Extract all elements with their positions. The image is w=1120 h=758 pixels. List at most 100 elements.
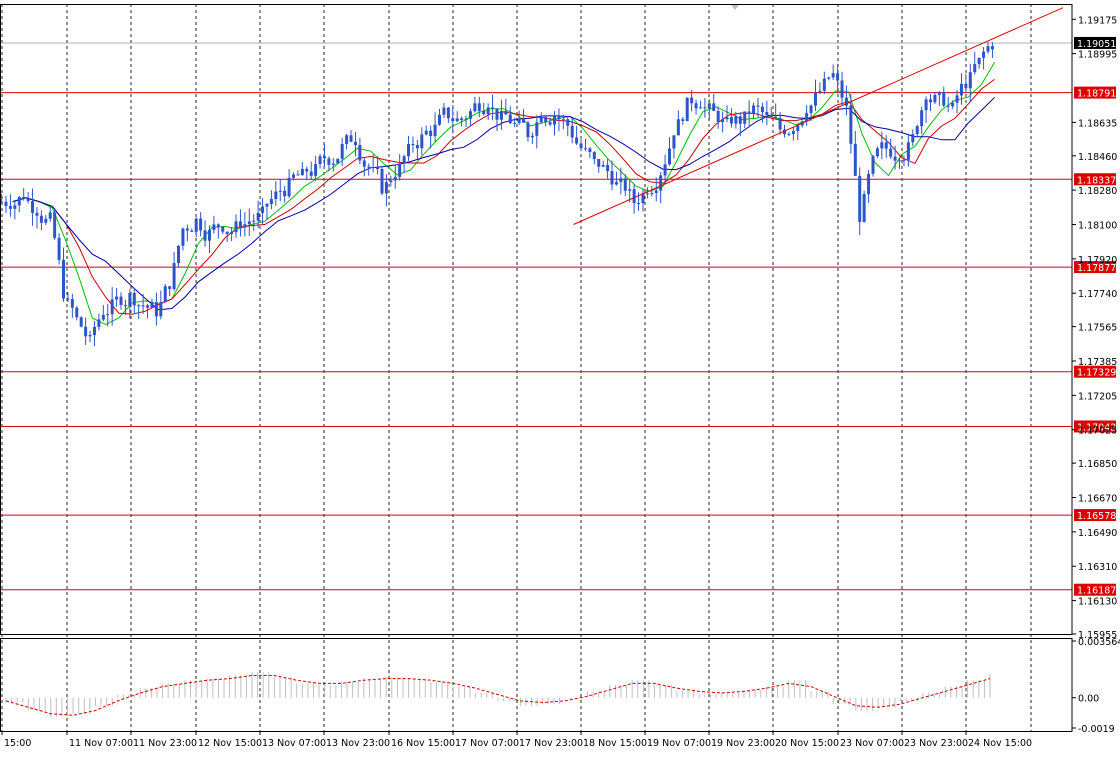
time-tick-label: 19 Nov 23:00 <box>711 738 775 749</box>
candle-body <box>53 212 57 238</box>
level-price-tag <box>1074 173 1116 186</box>
candle-body <box>601 165 605 167</box>
candle-body <box>924 99 928 111</box>
candle-body <box>769 115 773 117</box>
candle-body <box>274 191 278 199</box>
candle-body <box>831 73 835 78</box>
candle-body <box>968 72 972 89</box>
candle-body <box>13 205 17 209</box>
candle-body <box>367 166 371 168</box>
candle-body <box>951 102 955 107</box>
candle-body <box>353 141 357 145</box>
candle-body <box>79 317 83 327</box>
candle-body <box>760 106 764 113</box>
candle-body <box>17 196 21 206</box>
price-axis[interactable]: 1.18791 1.18337 1.17877 1.17329 1.17042 1.165… <box>1072 15 1120 735</box>
candle-body <box>460 118 464 121</box>
candle-body <box>637 203 641 205</box>
candle-body <box>48 212 52 219</box>
candle-body <box>937 92 941 95</box>
level-price-label: 1.17329 <box>1077 368 1116 379</box>
candle-body <box>296 174 300 176</box>
candle-body <box>721 119 725 123</box>
candle-body <box>168 286 172 289</box>
candle-body <box>862 194 866 222</box>
candle-body <box>163 286 167 303</box>
indicator-signal-line <box>5 675 991 716</box>
candle-body <box>8 206 12 209</box>
candle-body <box>393 176 397 181</box>
candle-body <box>468 111 472 119</box>
price-tick-label: 1.16490 <box>1078 528 1117 539</box>
candle-body <box>203 230 207 241</box>
candle-body <box>809 105 813 114</box>
candle-body <box>75 307 79 318</box>
price-tick-label: 1.18460 <box>1078 152 1117 163</box>
time-axis[interactable]: 15:00 11 Nov 07:00 11 Nov 23:00 12 Nov 15:0… <box>0 731 1072 749</box>
candle-body <box>827 77 831 79</box>
candle-body <box>110 299 114 315</box>
candle-body <box>703 107 707 109</box>
candle-body <box>331 163 335 165</box>
price-tick-label: 1.17740 <box>1078 289 1117 300</box>
candle-body <box>212 224 216 230</box>
candle-body <box>911 134 915 143</box>
ma-mid-line <box>12 78 995 315</box>
candle-body <box>557 115 561 120</box>
trendline-layer[interactable] <box>573 7 1064 225</box>
candle-body <box>539 117 543 123</box>
ma-fast-line <box>12 61 996 325</box>
indicator-subwindow <box>5 672 991 717</box>
candle-body <box>668 148 672 165</box>
indicator-tick-label: 0.003564 <box>1078 637 1120 648</box>
candle-body <box>849 105 853 144</box>
candle-body <box>982 51 986 58</box>
ma-slow-line <box>12 96 995 311</box>
candle-body <box>88 335 92 337</box>
candle-body <box>185 228 189 231</box>
time-tick-label: 13 Nov 07:00 <box>262 738 326 749</box>
candle-body <box>805 113 809 122</box>
candle-body <box>221 226 225 232</box>
candle-body <box>415 145 419 149</box>
horizontal-levels <box>0 42 1072 591</box>
time-tick-label: 13 Nov 23:00 <box>326 738 390 749</box>
candle-body <box>610 171 614 185</box>
candle-body <box>322 156 326 159</box>
price-tick-label: 1.18100 <box>1078 221 1117 232</box>
candle-body <box>548 122 552 125</box>
candle-body <box>986 46 990 52</box>
main-window-frame <box>0 4 1073 635</box>
candle-body <box>712 103 716 111</box>
candle-body <box>35 212 39 216</box>
candle-body <box>641 193 645 204</box>
candle-body <box>698 107 702 109</box>
candle-body <box>4 201 8 207</box>
candle-body <box>628 189 632 191</box>
price-tick-label: 1.17205 <box>1078 391 1117 402</box>
candle-body <box>256 212 260 221</box>
candle-body <box>623 178 627 191</box>
time-tick-label: 17 Nov 23:00 <box>519 738 583 749</box>
candle-body <box>66 298 70 300</box>
indicator-window-frame <box>0 638 1073 732</box>
candle-body <box>26 198 30 202</box>
time-tick-label: 24 Nov 15:00 <box>968 738 1032 749</box>
candle-body <box>774 116 778 118</box>
candle-body <box>858 175 862 222</box>
time-tick-label: 17 Nov 07:00 <box>455 738 519 749</box>
candle-body <box>544 117 548 123</box>
candle-body <box>154 302 158 317</box>
candle-body <box>146 305 150 308</box>
candle-body <box>172 263 176 289</box>
time-tick-label: 20 Nov 15:00 <box>775 738 839 749</box>
candle-body <box>31 201 35 213</box>
candle-body <box>464 118 468 121</box>
candle-body <box>884 142 888 149</box>
candle-body <box>499 110 503 120</box>
time-tick-label: 23 Nov 07:00 <box>840 738 904 749</box>
vertical-grid <box>1 4 1032 731</box>
candle-body <box>729 117 733 124</box>
